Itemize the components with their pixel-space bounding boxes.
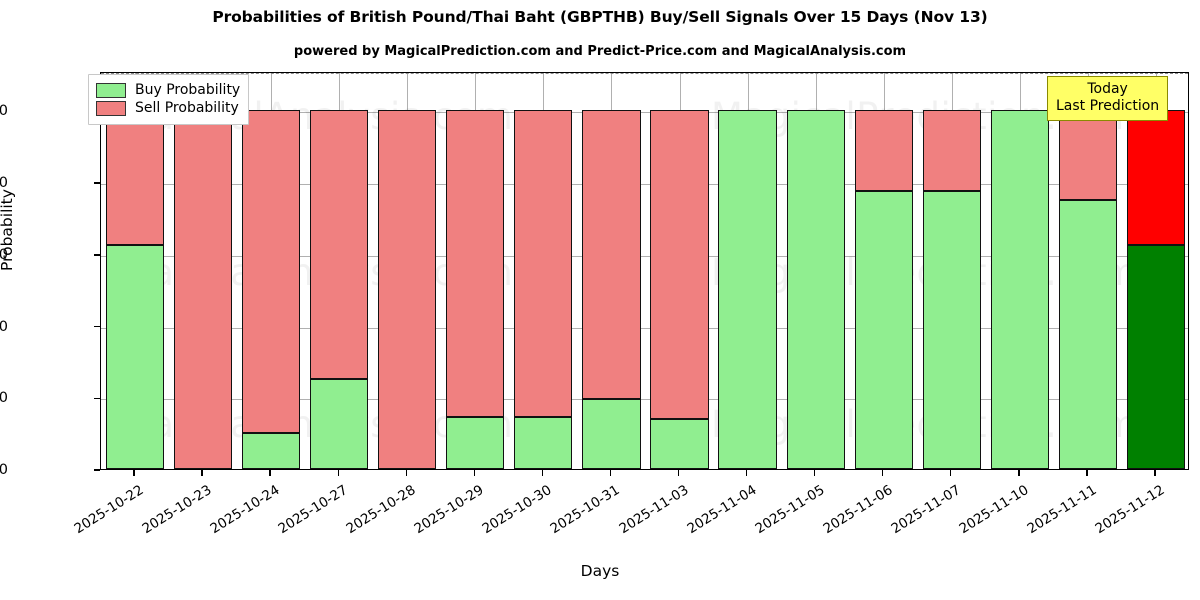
bar-group[interactable] [990, 73, 1049, 469]
x-tick-mark [882, 470, 884, 476]
y-tick-mark [94, 254, 100, 256]
x-axis-label: Days [580, 562, 620, 580]
x-tick-mark [473, 470, 476, 476]
bar-segment-sell[interactable] [173, 110, 233, 469]
x-tick-mark [405, 470, 407, 476]
gridline-horizontal [101, 184, 1188, 186]
bar-segment-buy[interactable] [990, 110, 1049, 469]
bar-group[interactable] [378, 73, 437, 469]
x-tick-mark [337, 470, 339, 476]
x-tick-mark [609, 470, 612, 476]
legend-label-sell: Sell Probability [135, 100, 239, 116]
y-tick-label: 20 [0, 390, 8, 407]
bar-segment-buy[interactable] [310, 379, 369, 469]
x-tick-mark [541, 470, 544, 476]
bar-segment-sell[interactable] [514, 110, 573, 418]
today-annotation-line1: Today [1087, 81, 1128, 97]
bar-segment-sell[interactable] [922, 110, 981, 192]
legend-swatch-sell-icon [96, 100, 126, 116]
bar-group[interactable] [786, 73, 845, 469]
bar-segment-sell[interactable] [650, 110, 709, 419]
bar-segment-buy[interactable] [105, 244, 165, 469]
bar-group[interactable] [173, 73, 233, 469]
y-tick-mark [94, 397, 100, 399]
legend-item-sell[interactable]: Sell Probability [96, 100, 240, 116]
bar-segment-buy[interactable] [514, 417, 573, 469]
x-tick-mark [950, 470, 952, 476]
legend: Buy Probability Sell Probability [88, 74, 250, 125]
bar-group[interactable] [1126, 73, 1186, 469]
y-tick-label: 80 [0, 175, 8, 192]
bar-group[interactable] [1058, 73, 1117, 469]
bar-group[interactable] [514, 73, 573, 469]
bar-segment-buy[interactable] [922, 191, 981, 469]
bar-segment-sell[interactable] [1058, 110, 1117, 201]
bar-segment-buy[interactable] [446, 417, 505, 469]
legend-label-buy: Buy Probability [135, 82, 241, 98]
gridline-horizontal [101, 255, 1188, 257]
bar-segment-buy[interactable] [242, 433, 301, 469]
chart-subtitle: powered by MagicalPrediction.com and Pre… [293, 44, 907, 59]
gridline-horizontal [101, 399, 1188, 401]
bar-segment-buy[interactable] [650, 418, 709, 469]
bar-segment-sell[interactable] [378, 110, 437, 469]
bar-group[interactable] [242, 73, 301, 469]
bar-segment-sell[interactable] [854, 110, 913, 192]
bar-group[interactable] [718, 73, 777, 469]
chart-title: Probabilities of British Pound/Thai Baht… [212, 8, 988, 26]
bar-segment-sell[interactable] [310, 110, 369, 380]
y-tick-mark [94, 325, 100, 328]
x-tick-mark [269, 470, 271, 476]
gridline-horizontal [101, 112, 1188, 114]
x-tick-mark [677, 470, 680, 476]
y-tick-label: 60 [0, 246, 8, 263]
bar-group[interactable] [105, 73, 165, 469]
y-tick-mark [94, 469, 100, 471]
bar-segment-sell[interactable] [105, 110, 165, 245]
bar-segment-buy[interactable] [718, 110, 777, 469]
x-tick-mark [1086, 470, 1088, 476]
y-tick-label: 40 [0, 318, 8, 335]
bar-segment-buy[interactable] [786, 110, 845, 469]
bar-segment-sell[interactable] [446, 110, 505, 418]
bar-group[interactable] [922, 73, 981, 469]
x-tick-mark [1018, 470, 1020, 476]
bar-segment-buy[interactable] [1058, 200, 1117, 469]
bar-group[interactable] [446, 73, 505, 469]
reference-line [101, 73, 1188, 74]
bar-group[interactable] [310, 73, 369, 469]
legend-item-buy[interactable]: Buy Probability [96, 82, 240, 98]
x-tick-mark [133, 470, 135, 476]
today-annotation: Today Last Prediction [1047, 76, 1169, 122]
bar-group[interactable] [582, 73, 641, 469]
x-tick-mark [1154, 470, 1156, 476]
bar-segment-buy[interactable] [1126, 244, 1186, 469]
x-tick-mark [201, 470, 203, 476]
bars-layer [101, 73, 1188, 469]
bar-segment-buy[interactable] [582, 399, 641, 469]
bar-segment-sell[interactable] [242, 110, 301, 434]
bar-segment-buy[interactable] [854, 191, 913, 469]
x-tick-mark [813, 470, 816, 476]
today-annotation-line2: Last Prediction [1056, 98, 1160, 115]
bar-segment-sell[interactable] [1126, 110, 1186, 245]
gridline-horizontal [101, 327, 1188, 329]
bar-group[interactable] [854, 73, 913, 469]
y-tick-mark [94, 182, 100, 184]
bar-segment-sell[interactable] [582, 110, 641, 400]
y-tick-label: 0 [0, 462, 8, 478]
legend-swatch-buy-icon [96, 82, 126, 98]
plot-area: MagicalAnalysis.comMagicalPrediction.com… [100, 72, 1189, 470]
y-tick-label: 100 [0, 103, 8, 120]
bar-group[interactable] [650, 73, 709, 469]
x-tick-mark [745, 470, 748, 476]
